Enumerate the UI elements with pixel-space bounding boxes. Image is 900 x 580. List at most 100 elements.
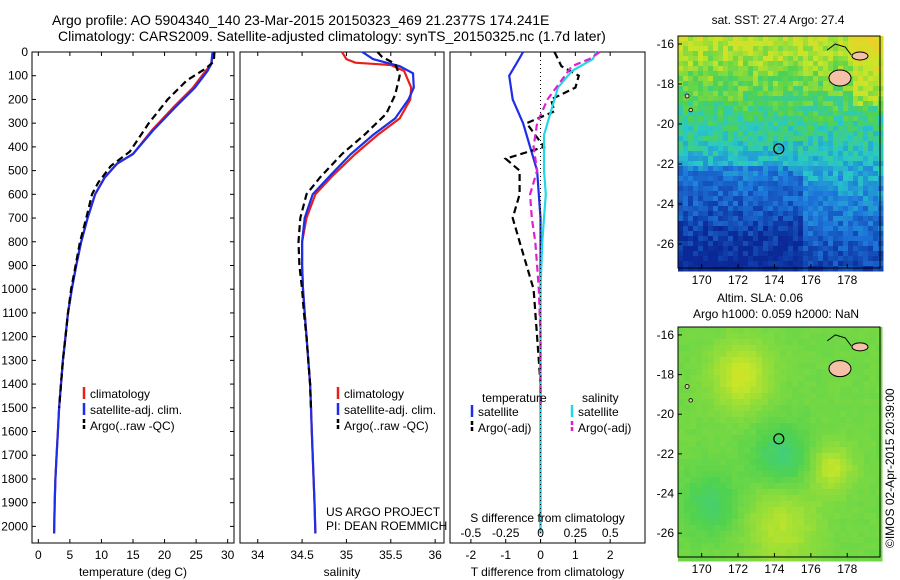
ytick-label: 1300 bbox=[1, 353, 28, 367]
xtick-label: -1 bbox=[500, 548, 511, 562]
series-line-salinity-1 bbox=[301, 51, 415, 534]
ytick-label: 1200 bbox=[1, 330, 28, 344]
legend-title-salinity: salinity bbox=[582, 391, 619, 405]
argo-position-marker bbox=[773, 143, 785, 155]
map-xtick-label: 178 bbox=[837, 562, 857, 576]
xtick-label: 35 bbox=[340, 548, 354, 562]
map-ytick-label: -18 bbox=[657, 368, 675, 382]
ytick-label: 1000 bbox=[1, 282, 28, 296]
legend-label: satellite-adj. clim. bbox=[90, 403, 182, 417]
legend-label: Argo(..raw -QC) bbox=[90, 419, 175, 433]
series-line-difference-1 bbox=[503, 51, 581, 408]
credit-line-1: US ARGO PROJECT bbox=[326, 505, 441, 519]
series-line-difference-2 bbox=[539, 51, 598, 534]
ytick-label: 600 bbox=[8, 187, 28, 201]
credit-line-2: PI: DEAN ROEMMICH bbox=[326, 519, 447, 533]
copyright-stamp: ©IMOS 02-Apr-2015 20:39:00 bbox=[883, 388, 897, 548]
map-xtick-label: 176 bbox=[801, 562, 821, 576]
ytick-label: 0 bbox=[21, 45, 28, 59]
xtick-label: 2 bbox=[607, 548, 614, 562]
legend-label: satellite bbox=[578, 405, 619, 419]
xtick-label: 1 bbox=[572, 548, 579, 562]
island-shape bbox=[684, 93, 690, 99]
map-ytick-label: -24 bbox=[657, 197, 675, 211]
x2-axis-label: S difference from climatology bbox=[470, 511, 625, 525]
panel-frame-difference bbox=[449, 51, 646, 544]
map-ytick-label: -26 bbox=[657, 237, 675, 251]
legend-label: climatology bbox=[90, 387, 150, 401]
reef-outline bbox=[826, 43, 852, 56]
ytick-label: 2000 bbox=[1, 519, 28, 533]
xtick-label: 35.5 bbox=[379, 548, 403, 562]
legend-label: Argo(-adj) bbox=[478, 421, 531, 435]
map-frame bbox=[677, 35, 881, 269]
map-ytick-label: -18 bbox=[657, 77, 675, 91]
map-ytick-label: -16 bbox=[657, 37, 675, 51]
ytick-label: 100 bbox=[8, 69, 28, 83]
xtick-label: 25 bbox=[189, 548, 203, 562]
map-ytick-label: -22 bbox=[657, 447, 675, 461]
xtick-label: 15 bbox=[126, 548, 140, 562]
xtick-label: 0 bbox=[537, 548, 544, 562]
ytick-label: 800 bbox=[8, 235, 28, 249]
legend-label: satellite bbox=[478, 405, 519, 419]
legend-label: Argo(..raw -QC) bbox=[344, 419, 429, 433]
xtick-label: 5 bbox=[67, 548, 74, 562]
reef-outline bbox=[826, 334, 852, 347]
map-ytick-label: -16 bbox=[657, 328, 675, 342]
ytick-label: 900 bbox=[8, 258, 28, 272]
ytick-label: 1400 bbox=[1, 377, 28, 391]
ytick-label: 1100 bbox=[2, 306, 28, 320]
xtick-label: 34.5 bbox=[290, 548, 314, 562]
map-xtick-label: 172 bbox=[728, 562, 748, 576]
map-sla-map: 170 172 174 176 178 -16 -18 -20 -22 -24 -26 bbox=[657, 326, 883, 576]
island-shape bbox=[684, 384, 690, 389]
argo-position-marker bbox=[773, 433, 785, 445]
map-xtick-label: 178 bbox=[837, 273, 857, 287]
map-ytick-label: -24 bbox=[657, 487, 675, 501]
map-xtick-label: 174 bbox=[764, 273, 784, 287]
island-shape bbox=[688, 107, 693, 113]
island-shape bbox=[828, 360, 852, 378]
xtick-label: 20 bbox=[158, 548, 172, 562]
panel-difference: -2 -1 0 1 2 T difference from climatology -0.5… bbox=[449, 51, 646, 579]
x-axis-label: salinity bbox=[324, 565, 361, 579]
x2tick-label: 0 bbox=[537, 526, 544, 540]
ytick-label: 1600 bbox=[1, 425, 28, 439]
map-xtick-label: 174 bbox=[764, 562, 784, 576]
sla-map-subtitle: Argo h1000: 0.059 h2000: NaN bbox=[693, 307, 859, 321]
map-frame bbox=[677, 326, 881, 558]
xtick-label: 34 bbox=[251, 548, 265, 562]
panel-salinity: 34 34.5 35 35.5 36 salinity climatology satelli… bbox=[239, 51, 445, 579]
ytick-label: 700 bbox=[8, 211, 28, 225]
series-line-difference-3 bbox=[528, 51, 601, 408]
legend-title-temperature: temperature bbox=[482, 391, 547, 405]
panel-frame-salinity bbox=[239, 51, 445, 544]
legend-label: Argo(-adj) bbox=[578, 421, 631, 435]
ytick-label: 200 bbox=[8, 92, 28, 106]
x2tick-label: 0.25 bbox=[564, 526, 588, 540]
legend-label: climatology bbox=[344, 387, 404, 401]
x-axis-label: temperature (deg C) bbox=[79, 565, 187, 579]
xtick-label: -2 bbox=[466, 548, 477, 562]
map-ytick-label: -26 bbox=[657, 526, 675, 540]
island-shape bbox=[851, 51, 869, 61]
map-sst-map: 170 172 174 176 178 -16 -18 -20 -22 -24 -26 bbox=[657, 35, 884, 287]
legend-label: satellite-adj. clim. bbox=[344, 403, 436, 417]
map-ytick-label: -20 bbox=[657, 407, 675, 421]
title-line-1: Argo profile: AO 5904340_140 23-Mar-2015… bbox=[52, 12, 550, 28]
island-shape bbox=[851, 342, 869, 352]
series-line-temperature-2 bbox=[58, 51, 216, 408]
series-line-temperature-1 bbox=[53, 51, 214, 534]
title-line-2: Climatology: CARS2009. Satellite-adjuste… bbox=[58, 28, 606, 44]
ytick-label: 1700 bbox=[1, 448, 28, 462]
sst-map-title: sat. SST: 27.4 Argo: 27.4 bbox=[712, 13, 845, 27]
map-xtick-label: 170 bbox=[692, 273, 712, 287]
x2tick-label: 0.5 bbox=[602, 526, 619, 540]
island-shape bbox=[688, 398, 693, 403]
map-ytick-label: -20 bbox=[657, 117, 675, 131]
panel-temperature: 0100200300400500600700800900100011001200… bbox=[1, 45, 234, 579]
ytick-label: 1800 bbox=[1, 472, 28, 486]
